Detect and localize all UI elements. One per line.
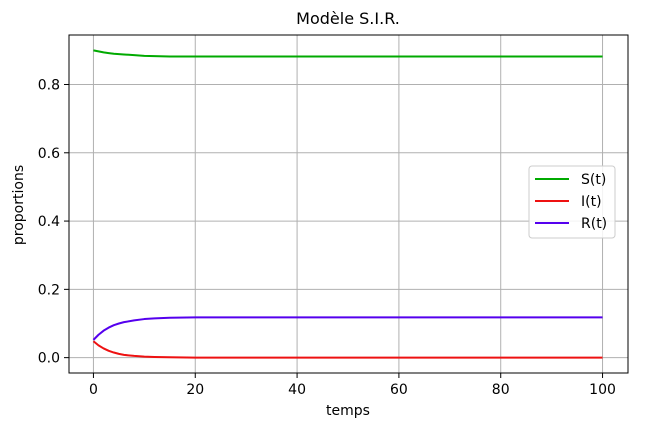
x-axis-label: temps [326,403,370,418]
legend-label: S(t) [581,172,606,188]
legend-label: R(t) [581,216,607,232]
x-tick-label: 100 [589,382,616,398]
x-tick-label: 40 [288,382,306,398]
y-tick-label: 0.6 [38,146,60,162]
y-axis-label: proportions [11,165,27,245]
y-tick-label: 0.8 [38,78,60,94]
x-tick-label: 0 [89,382,98,398]
axis-ticks: 0 20 40 60 80 100 0.0 0.2 0.4 0.6 0.8 [38,78,616,398]
x-tick-label: 20 [186,382,204,398]
x-tick-label: 60 [390,382,408,398]
series-line-rt [92,316,603,341]
legend: S(t) I(t) R(t) [528,165,616,239]
series-line-st [93,49,603,58]
y-tick-label: 0.4 [38,214,60,230]
y-tick-label: 0.2 [38,282,60,298]
x-tick-label: 80 [492,382,510,398]
chart-title: Modèle S.I.R. [296,9,400,28]
y-tick-label: 0.0 [38,351,60,367]
plot-area-frame [68,34,629,374]
series-line-it [92,340,603,359]
series-lines [92,49,603,359]
legend-box [528,165,616,239]
legend-label: I(t) [581,194,602,210]
